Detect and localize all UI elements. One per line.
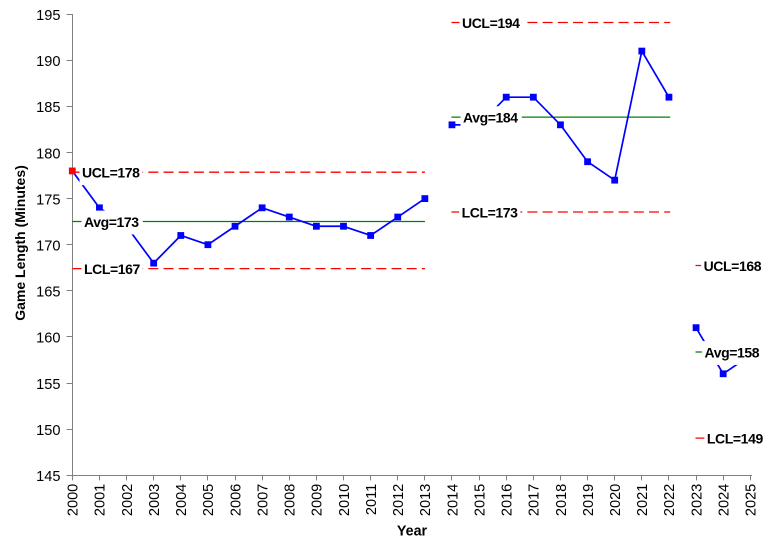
svg-text:Year: Year [397,524,428,540]
svg-text:2019: 2019 [581,484,597,516]
svg-text:175: 175 [36,192,60,208]
svg-text:LCL=173: LCL=173 [462,205,519,221]
svg-text:2007: 2007 [255,484,271,516]
svg-text:2017: 2017 [527,484,543,516]
svg-text:Avg=184: Avg=184 [463,110,518,126]
svg-text:195: 195 [36,8,60,24]
svg-text:2005: 2005 [201,484,217,516]
svg-text:Avg=173: Avg=173 [84,214,139,230]
svg-text:2024: 2024 [716,484,732,516]
svg-text:2006: 2006 [228,484,244,516]
svg-text:160: 160 [36,331,60,347]
svg-text:2012: 2012 [391,484,407,516]
svg-text:UCL=178: UCL=178 [82,165,140,181]
svg-text:2025: 2025 [744,484,760,516]
svg-text:2022: 2022 [662,484,678,516]
svg-text:165: 165 [36,285,60,301]
svg-text:2023: 2023 [689,484,705,516]
svg-text:2015: 2015 [472,484,488,516]
svg-text:2001: 2001 [93,484,109,516]
svg-text:2009: 2009 [310,484,326,516]
svg-text:2011: 2011 [364,484,380,515]
svg-text:LCL=167: LCL=167 [84,261,141,277]
svg-text:170: 170 [36,239,60,255]
svg-text:Avg=158: Avg=158 [705,345,760,361]
svg-text:LCL=149: LCL=149 [707,431,764,447]
svg-text:155: 155 [36,377,60,393]
svg-text:2013: 2013 [418,484,434,516]
svg-text:UCL=194: UCL=194 [462,15,520,31]
svg-text:UCL=168: UCL=168 [704,258,762,274]
svg-text:2000: 2000 [66,484,82,516]
svg-text:2020: 2020 [608,484,624,516]
svg-text:2014: 2014 [445,484,461,516]
svg-text:145: 145 [36,469,60,485]
svg-text:185: 185 [36,100,60,116]
svg-text:2016: 2016 [500,484,516,516]
svg-text:180: 180 [36,146,60,162]
svg-text:2008: 2008 [283,484,299,516]
svg-text:2003: 2003 [147,484,163,516]
svg-text:2004: 2004 [174,484,190,516]
svg-text:2010: 2010 [337,484,353,516]
svg-text:2018: 2018 [554,484,570,516]
svg-text:190: 190 [36,54,60,70]
svg-text:Game Length (Minutes): Game Length (Minutes) [12,165,28,321]
svg-text:2021: 2021 [635,484,651,516]
svg-text:150: 150 [36,423,60,439]
svg-text:2002: 2002 [120,484,136,516]
